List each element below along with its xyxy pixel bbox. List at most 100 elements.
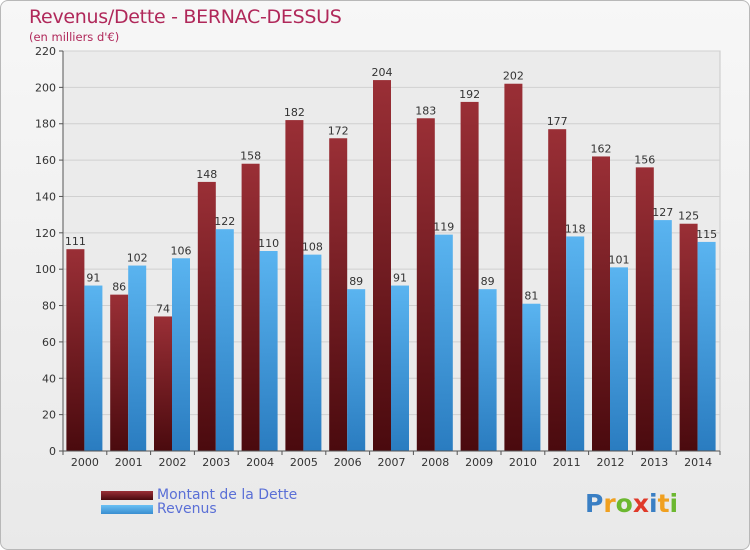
data-label-revenue: 91 bbox=[393, 272, 407, 285]
data-label-debt: 74 bbox=[156, 302, 170, 315]
chart-subtitle: (en milliers d'€) bbox=[29, 30, 120, 44]
data-label-revenue: 119 bbox=[433, 221, 454, 234]
x-tick-label: 2004 bbox=[246, 456, 274, 469]
bar-revenue bbox=[303, 254, 322, 451]
data-label-revenue: 127 bbox=[652, 206, 673, 219]
y-tick-label: 20 bbox=[42, 409, 56, 422]
data-label-debt: 158 bbox=[240, 150, 261, 163]
bar-revenue bbox=[84, 285, 103, 451]
data-label-debt: 204 bbox=[372, 66, 393, 79]
data-label-revenue: 108 bbox=[302, 241, 323, 254]
y-tick-label: 100 bbox=[35, 263, 56, 276]
bar-revenue bbox=[434, 234, 453, 451]
data-label-revenue: 118 bbox=[565, 222, 586, 235]
x-tick-label: 2007 bbox=[378, 456, 406, 469]
bar-revenue bbox=[215, 229, 234, 451]
bar-revenue bbox=[566, 236, 585, 451]
bars: 111 91 86 102 74 106 148 122 158 110 182 108 172 89 20… bbox=[65, 66, 717, 452]
data-label-revenue: 115 bbox=[696, 228, 717, 241]
bar-debt bbox=[504, 83, 523, 452]
bar-debt bbox=[460, 101, 479, 451]
y-tick-label: 40 bbox=[42, 372, 56, 385]
y-tick-label: 140 bbox=[35, 190, 56, 203]
data-label-debt: 156 bbox=[634, 153, 655, 166]
bar-debt bbox=[329, 138, 348, 452]
bar-revenue bbox=[259, 251, 278, 451]
logo-letter: t bbox=[657, 489, 670, 518]
legend-label-revenue: Revenus bbox=[157, 501, 217, 517]
bar-revenue bbox=[522, 303, 541, 451]
bar-debt bbox=[110, 294, 129, 451]
legend-label-debt: Montant de la Dette bbox=[157, 487, 298, 503]
bar-debt bbox=[592, 156, 610, 452]
y-tick-label: 0 bbox=[49, 445, 56, 458]
data-label-debt: 172 bbox=[328, 124, 349, 137]
data-label-revenue: 102 bbox=[127, 252, 148, 265]
data-label-revenue: 106 bbox=[171, 244, 192, 257]
bar-debt bbox=[285, 120, 304, 451]
y-tick-label: 220 bbox=[35, 45, 56, 58]
y-tick-label: 180 bbox=[35, 118, 56, 131]
x-tick-label: 2012 bbox=[597, 456, 625, 469]
logo-letter: r bbox=[603, 489, 616, 518]
y-axis: 0 20 40 60 80 100 120 140 160 180 200 220 bbox=[35, 45, 64, 458]
x-tick-label: 2005 bbox=[290, 456, 318, 469]
data-label-debt: 202 bbox=[503, 70, 524, 83]
x-tick-label: 2013 bbox=[640, 456, 668, 469]
bar-revenue bbox=[128, 265, 147, 451]
bar-debt bbox=[416, 118, 435, 451]
x-tick-label: 2000 bbox=[71, 456, 99, 469]
x-tick-label: 2014 bbox=[684, 456, 712, 469]
data-label-debt: 111 bbox=[65, 235, 86, 248]
y-tick-label: 160 bbox=[35, 154, 56, 167]
data-label-debt: 125 bbox=[678, 210, 699, 223]
chart-title: Revenus/Dette - BERNAC-DESSUS bbox=[29, 6, 342, 28]
logo-letter: P bbox=[585, 489, 604, 518]
logo-letter: i bbox=[669, 489, 679, 518]
data-label-debt: 86 bbox=[112, 281, 126, 294]
logo-letter: i bbox=[649, 489, 658, 518]
x-tick-label: 2001 bbox=[115, 456, 143, 469]
data-label-debt: 177 bbox=[547, 115, 568, 128]
bar-debt bbox=[197, 181, 216, 451]
x-tick-label: 2006 bbox=[334, 456, 362, 469]
bar-revenue bbox=[391, 285, 409, 451]
legend-swatch-revenue bbox=[101, 504, 153, 514]
data-label-revenue: 122 bbox=[214, 215, 235, 228]
bar-debt bbox=[154, 316, 172, 451]
data-label-revenue: 91 bbox=[86, 272, 100, 285]
data-label-debt: 148 bbox=[196, 168, 217, 181]
data-label-debt: 192 bbox=[459, 88, 480, 101]
x-axis: 2000 2001 2002 2003 2004 2005 2006 2007 2008 2009… bbox=[62, 450, 721, 469]
x-tick-label: 2009 bbox=[465, 456, 493, 469]
x-tick-label: 2002 bbox=[159, 456, 187, 469]
x-tick-label: 2003 bbox=[202, 456, 230, 469]
bar-revenue bbox=[172, 258, 190, 451]
legend-swatch-debt bbox=[101, 490, 153, 500]
data-label-revenue: 101 bbox=[609, 253, 630, 266]
x-tick-label: 2008 bbox=[421, 456, 449, 469]
logo-letter: x bbox=[632, 489, 649, 518]
x-tick-label: 2010 bbox=[509, 456, 537, 469]
bar-debt bbox=[66, 249, 85, 451]
data-label-debt: 162 bbox=[591, 142, 612, 155]
data-label-revenue: 89 bbox=[349, 275, 363, 288]
y-tick-label: 60 bbox=[42, 336, 56, 349]
bar-debt bbox=[241, 163, 260, 451]
y-tick-label: 120 bbox=[35, 227, 56, 240]
bar-revenue bbox=[347, 289, 366, 451]
y-tick-label: 200 bbox=[35, 81, 56, 94]
data-label-debt: 183 bbox=[415, 104, 436, 117]
data-label-revenue: 81 bbox=[524, 290, 538, 303]
bar-debt bbox=[373, 80, 391, 451]
bar-revenue bbox=[478, 289, 497, 451]
logo-letter: o bbox=[615, 489, 633, 518]
bar-debt bbox=[679, 223, 698, 451]
bar-debt bbox=[548, 129, 567, 451]
data-label-revenue: 110 bbox=[258, 237, 279, 250]
proxiti-logo: Proxiti bbox=[585, 489, 678, 518]
x-tick-label: 2011 bbox=[553, 456, 581, 469]
bar-revenue bbox=[653, 220, 672, 451]
